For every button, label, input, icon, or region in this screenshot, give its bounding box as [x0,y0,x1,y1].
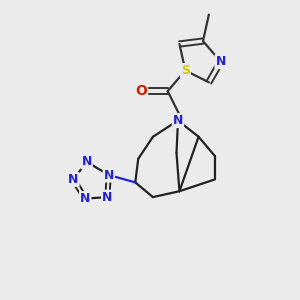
Text: N: N [68,173,79,186]
Text: N: N [102,190,112,204]
Text: N: N [103,169,114,182]
Text: N: N [215,55,226,68]
Text: S: S [181,64,190,77]
Text: N: N [80,192,90,205]
Text: N: N [82,155,92,168]
Text: O: O [135,84,147,98]
Text: N: N [173,114,183,127]
